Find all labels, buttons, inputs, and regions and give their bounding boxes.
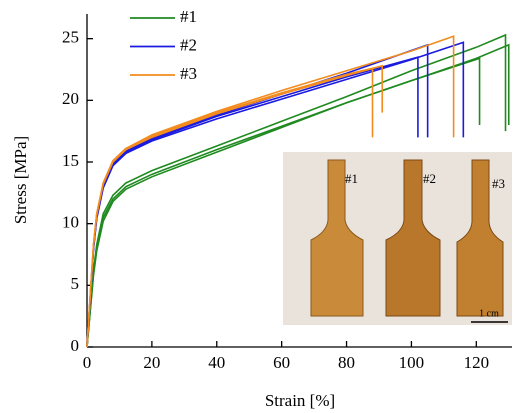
x-tick-label: 60 xyxy=(273,353,290,372)
y-tick-label: 5 xyxy=(71,274,80,293)
x-axis-label: Strain [%] xyxy=(265,391,335,410)
x-tick-label: 80 xyxy=(338,353,355,372)
x-tick-label: 100 xyxy=(399,353,425,372)
inset-label: #1 xyxy=(345,171,358,186)
legend-label: #1 xyxy=(180,7,197,26)
x-tick-label: 40 xyxy=(208,353,225,372)
y-tick-label: 15 xyxy=(62,151,79,170)
inset-label: #2 xyxy=(423,171,436,186)
line xyxy=(86,35,455,348)
line xyxy=(86,43,510,348)
legend-label: #2 xyxy=(180,35,197,54)
y-tick-label: 25 xyxy=(62,28,79,47)
scale-label: 1 cm xyxy=(479,308,499,319)
y-axis-label: Stress [MPa] xyxy=(11,136,30,224)
y-tick-label: 0 xyxy=(71,336,80,355)
legend-label: #3 xyxy=(180,64,197,83)
x-tick-label: 0 xyxy=(83,353,92,372)
y-tick-label: 20 xyxy=(62,89,79,108)
y-tick-label: 10 xyxy=(62,213,79,232)
x-tick-label: 120 xyxy=(464,353,490,372)
inset-photo xyxy=(283,152,512,325)
x-tick-label: 20 xyxy=(143,353,160,372)
inset-label: #3 xyxy=(492,176,505,191)
